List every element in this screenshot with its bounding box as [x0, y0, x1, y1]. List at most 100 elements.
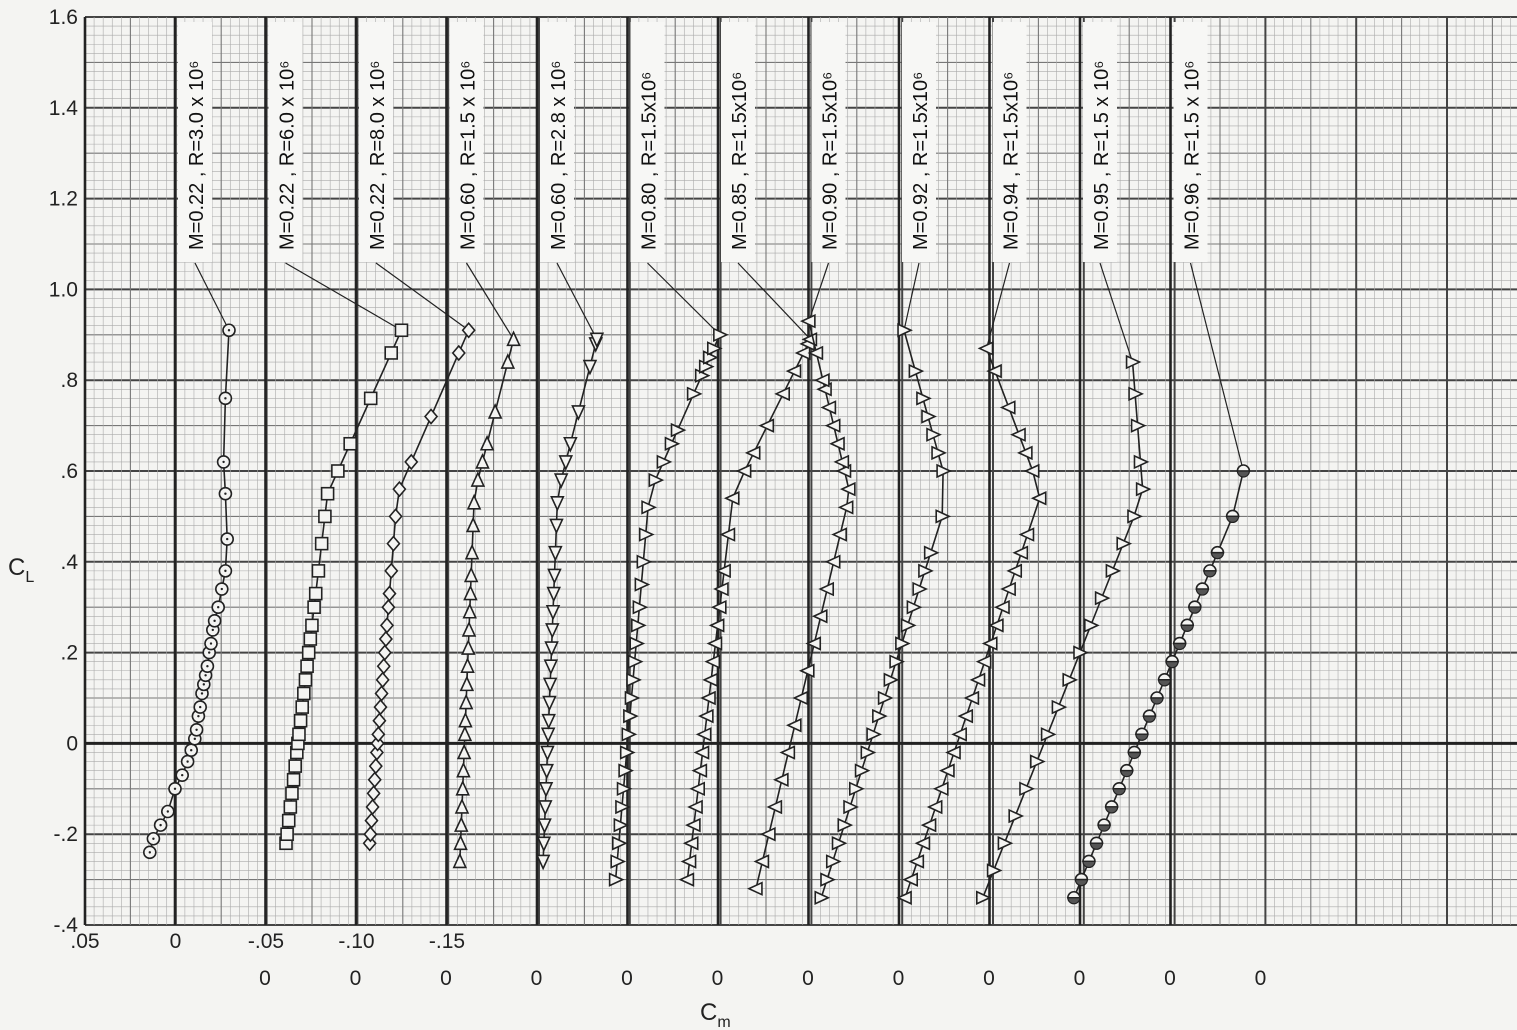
data-point [798, 663, 815, 679]
data-point [829, 436, 845, 452]
data-point [314, 536, 329, 551]
series-label-bg [268, 22, 303, 262]
series-label: M=0.85 , R=1.5x10⁶ [729, 72, 751, 250]
data-point [286, 772, 301, 787]
data-point [824, 418, 841, 433]
data-point [1030, 490, 1047, 506]
data-point [1116, 536, 1133, 551]
data-point [378, 630, 393, 648]
data-point-dot [190, 749, 193, 752]
curve-11 [975, 354, 1152, 906]
series-label-bg [540, 22, 574, 262]
series-label: M=0.22 , R=6.0 x 10⁶ [277, 61, 299, 250]
data-point [300, 659, 314, 674]
data-point [715, 563, 731, 579]
data-point [506, 330, 521, 347]
data-point [1172, 636, 1187, 645]
data-point [363, 391, 378, 406]
data-point [629, 636, 646, 651]
y-tick-label: -.4 [53, 914, 78, 937]
data-point [295, 700, 310, 714]
data-curves [143, 313, 1251, 906]
data-point [305, 618, 319, 633]
data-point-fill [1089, 842, 1104, 850]
data-point [1040, 727, 1057, 742]
curve-6 [608, 327, 729, 887]
data-point [1062, 672, 1079, 688]
data-point [1130, 418, 1147, 433]
data-point [866, 727, 882, 742]
data-point [818, 581, 835, 597]
data-point [708, 618, 725, 633]
data-point [536, 836, 552, 853]
data-point [500, 353, 516, 369]
data-point [935, 509, 952, 524]
data-point [1051, 699, 1068, 715]
data-point [713, 581, 729, 597]
data-point [461, 620, 477, 637]
series-labels: M=0.22 , R=3.0 x 10⁶ M=0.22 , R=6.0 x 10⁶… [178, 22, 1208, 262]
data-point [365, 798, 380, 816]
data-point [470, 471, 486, 487]
data-point [670, 422, 687, 438]
series-label-leader [465, 262, 515, 340]
data-point [820, 400, 837, 415]
grid [83, 16, 1517, 926]
y-tick-label: 1.0 [49, 278, 78, 301]
data-point [623, 708, 639, 724]
data-point [343, 436, 357, 451]
series-label-bg [1083, 22, 1117, 262]
data-point [384, 562, 399, 580]
data-point [923, 545, 940, 560]
data-point [624, 690, 641, 706]
data-point [837, 500, 854, 515]
x-tick-zero-label: 0 [1255, 967, 1267, 990]
series-label: M=0.80 , R=1.5x10⁶ [639, 72, 661, 250]
y-tick-label: .8 [60, 369, 78, 392]
data-point [611, 836, 628, 851]
data-point-dot [166, 810, 169, 813]
data-point [921, 409, 937, 424]
x-tick-label: -.15 [429, 930, 465, 953]
data-point [479, 434, 495, 451]
data-point [381, 598, 396, 616]
curve-12 [1067, 464, 1251, 905]
data-point [364, 812, 379, 829]
data-point [744, 445, 761, 461]
data-point [543, 659, 559, 676]
data-point [908, 363, 925, 379]
data-point [451, 344, 466, 362]
data-point [814, 890, 831, 906]
series-label-leader [737, 262, 811, 340]
x-tick-zero-label: 0 [440, 967, 452, 990]
data-point [553, 473, 569, 489]
data-point [1165, 654, 1179, 663]
data-point [293, 713, 308, 728]
data-point [288, 759, 303, 773]
data-point [636, 554, 653, 570]
data-point [759, 826, 776, 842]
data-point [897, 323, 913, 338]
data-point-dot [197, 714, 200, 718]
data-point [1112, 782, 1127, 790]
data-point [1157, 673, 1172, 681]
data-point [735, 463, 752, 479]
data-point [833, 454, 850, 470]
series-label-leader [1099, 262, 1134, 363]
data-point-dot [152, 837, 155, 840]
data-point [936, 463, 953, 479]
x-tick-label: 0 [170, 930, 182, 953]
data-point [811, 609, 828, 624]
data-point [297, 686, 311, 701]
data-point [825, 854, 842, 869]
data-point [678, 872, 695, 887]
data-point [916, 391, 932, 406]
data-point [545, 604, 561, 621]
x-tick-label: -.05 [248, 930, 284, 953]
data-point [424, 408, 439, 425]
data-point [939, 763, 955, 778]
data-point [285, 786, 299, 801]
data-point-dot [226, 537, 229, 541]
